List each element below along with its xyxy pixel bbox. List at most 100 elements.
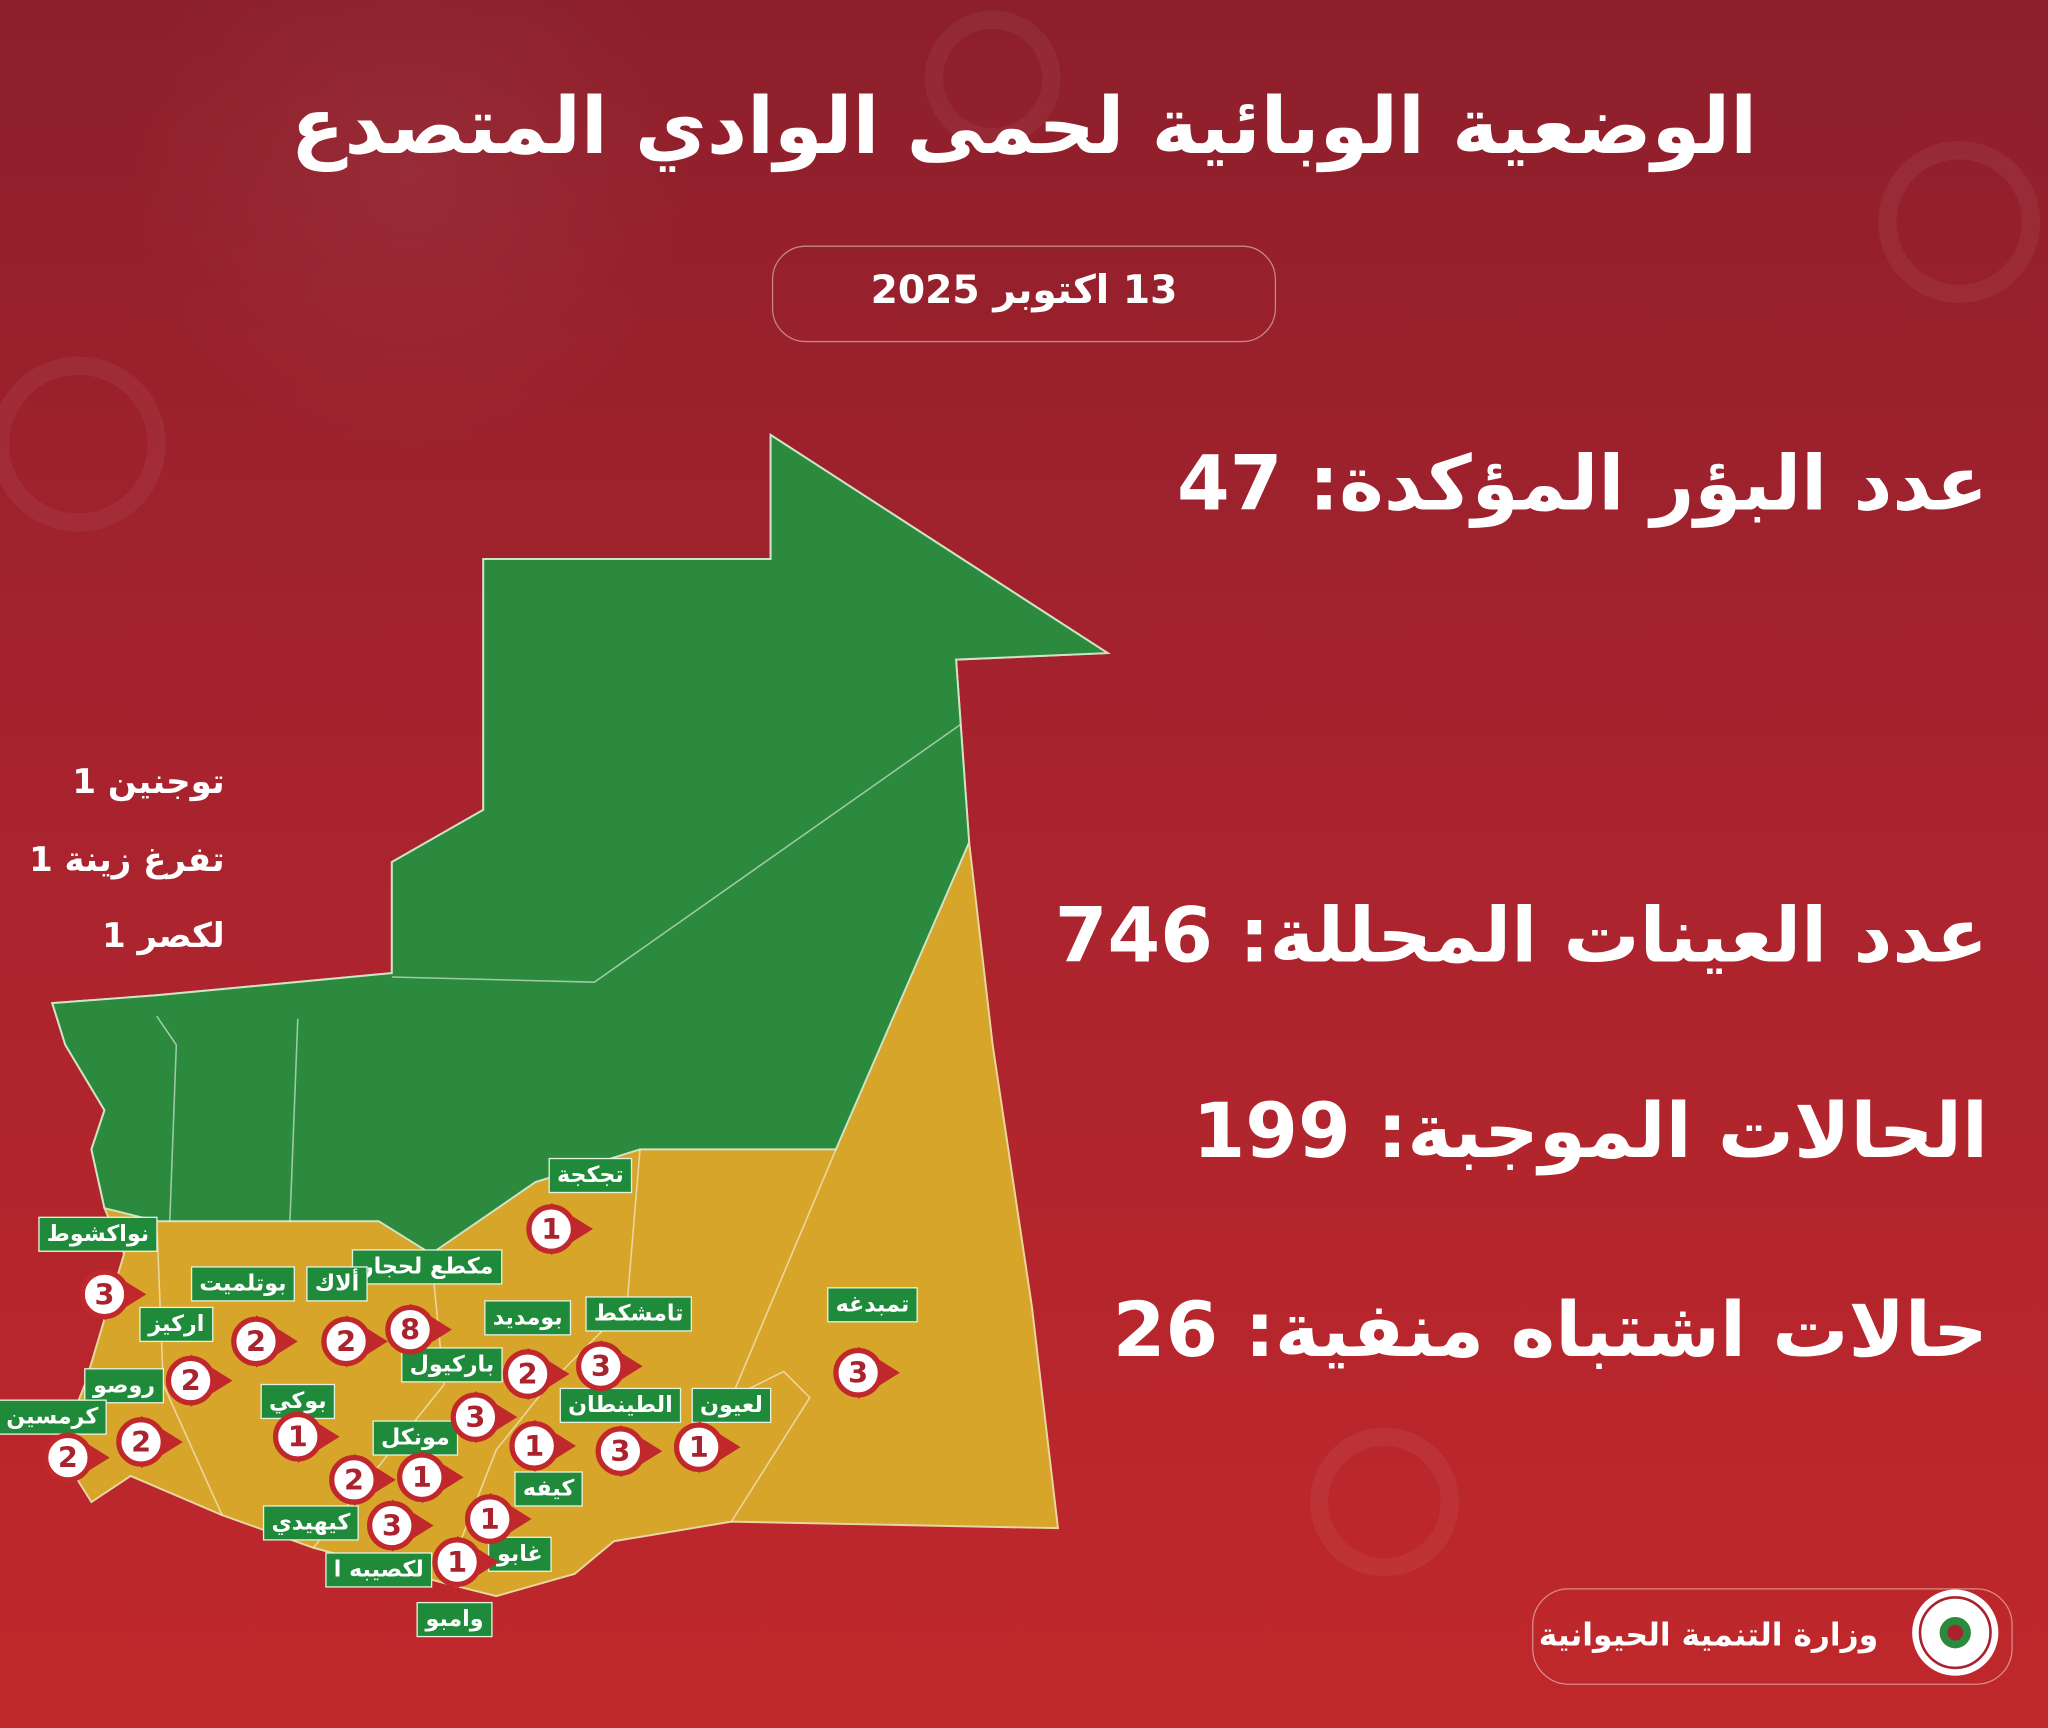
marker-label-box	[262, 1505, 359, 1541]
marker-circle	[43, 1432, 93, 1483]
marker-count: 3	[848, 1356, 868, 1390]
side-note: تفرغ زينة 1	[29, 841, 225, 880]
marker-label: كيفه	[514, 1471, 583, 1507]
marker-label: كيهيدي	[262, 1505, 359, 1541]
side-note-name: توجنين	[107, 762, 225, 802]
marker: 1	[272, 1410, 340, 1463]
marker-name: باركيول	[410, 1351, 495, 1377]
marker-name: روصو	[92, 1372, 155, 1398]
stat-label: عدد البؤر المؤكدة:	[1308, 438, 1988, 528]
marker-label: كرمسين	[0, 1399, 107, 1435]
marker-circle	[116, 1417, 166, 1467]
stat-value: 26	[1112, 1285, 1219, 1375]
side-note-count: 1	[102, 916, 126, 957]
marker-label: الطينطان	[559, 1387, 682, 1424]
marker-circle	[432, 1537, 482, 1587]
marker-circle	[329, 1455, 379, 1505]
marker-label-box	[548, 1157, 633, 1194]
marker-circle	[509, 1421, 560, 1471]
marker-count: 2	[131, 1425, 151, 1459]
stat-value: 746	[1054, 890, 1213, 980]
marker-count: 3	[94, 1277, 114, 1311]
marker-label-box	[84, 1368, 165, 1404]
stat-label: حالات اشتباه منفية:	[1244, 1285, 1988, 1375]
marker: 2	[43, 1431, 110, 1484]
stat-row: عدد البؤر المؤكدة: 47	[1177, 439, 1988, 528]
marker-count: 3	[610, 1434, 630, 1468]
marker-label: لكصيبه ا	[325, 1552, 433, 1588]
marker-count: 1	[541, 1212, 561, 1246]
marker-circle	[833, 1347, 883, 1398]
marker-label-box	[487, 1536, 552, 1572]
marker-name: بوتلميت	[199, 1270, 286, 1296]
marker-label-box	[416, 1601, 493, 1638]
marker-count: 1	[412, 1460, 432, 1494]
marker-circle	[385, 1304, 435, 1355]
marker-label: تامشكط	[585, 1296, 693, 1332]
marker: 3	[575, 1340, 643, 1393]
marker-name: اركيز	[147, 1311, 204, 1337]
marker-count: 1	[524, 1429, 544, 1463]
north-region	[50, 433, 1111, 1256]
marker-circle	[464, 1494, 515, 1544]
marker-name: الطينطان	[568, 1392, 673, 1418]
stat-label: عدد العينات المحللة:	[1239, 890, 1988, 980]
side-note: توجنين 1	[72, 763, 224, 802]
marker-circle	[165, 1355, 216, 1406]
marker-count: 1	[480, 1502, 500, 1536]
marker: 1	[526, 1202, 593, 1256]
marker: 1	[397, 1451, 464, 1504]
marker-count: 3	[382, 1509, 402, 1543]
marker-label-box	[484, 1300, 572, 1336]
marker-label: بومديد	[484, 1300, 572, 1336]
marker-count: 2	[518, 1357, 538, 1391]
marker-count: 1	[288, 1420, 308, 1454]
marker-label-box	[351, 1249, 503, 1285]
marker: 2	[502, 1347, 570, 1401]
marker-label: بوتلميت	[190, 1266, 295, 1302]
marker-name: لعيون	[700, 1392, 763, 1418]
marker-label-box	[0, 1399, 107, 1435]
marker-label-box	[372, 1420, 459, 1456]
marker-circle	[231, 1316, 281, 1367]
side-note: لكصر 1	[102, 917, 225, 956]
region-borders	[155, 724, 961, 1584]
marker: 2	[329, 1453, 396, 1506]
marker-label: مكطع لحجار	[351, 1249, 503, 1285]
marker-name: كرمسين	[6, 1404, 98, 1430]
marker-label-box	[190, 1266, 295, 1302]
marker-name: كيفه	[523, 1475, 574, 1501]
date-pill	[771, 245, 1277, 343]
footer-pill	[1532, 1588, 2013, 1685]
marker-name: تامشكط	[594, 1300, 684, 1326]
marker-name: مكطع لحجار	[360, 1253, 494, 1279]
marker: 3	[79, 1268, 147, 1321]
marker-count: 2	[336, 1324, 356, 1358]
stat-value: 199	[1192, 1086, 1351, 1176]
marker: 8	[385, 1303, 452, 1356]
marker-circle	[526, 1204, 576, 1254]
marker-label: نواكشوط	[38, 1216, 158, 1252]
stat-row: حالات اشتباه منفية: 26	[1113, 1285, 1988, 1374]
marker-label-box	[559, 1387, 682, 1424]
marker-name: نواكشوط	[47, 1221, 149, 1247]
side-note-count: 1	[72, 762, 96, 802]
stat-row: عدد العينات المحللة: 746	[1055, 891, 1988, 980]
marker: 2	[321, 1315, 388, 1368]
ministry-name: وزارة التنمية الحيوانية	[1538, 1616, 1879, 1654]
marker-count: 3	[465, 1400, 485, 1434]
marker-count: 2	[181, 1364, 201, 1398]
marker: 1	[509, 1419, 576, 1472]
marker-count: 2	[246, 1324, 266, 1358]
marker-circle	[575, 1341, 626, 1392]
marker-label-box	[139, 1306, 214, 1343]
side-note-count: 1	[29, 841, 53, 881]
marker-label: لعيون	[691, 1387, 772, 1424]
marker-label: وامبو	[416, 1601, 493, 1638]
marker-count: 2	[58, 1441, 78, 1475]
marker-label-box	[691, 1387, 772, 1424]
